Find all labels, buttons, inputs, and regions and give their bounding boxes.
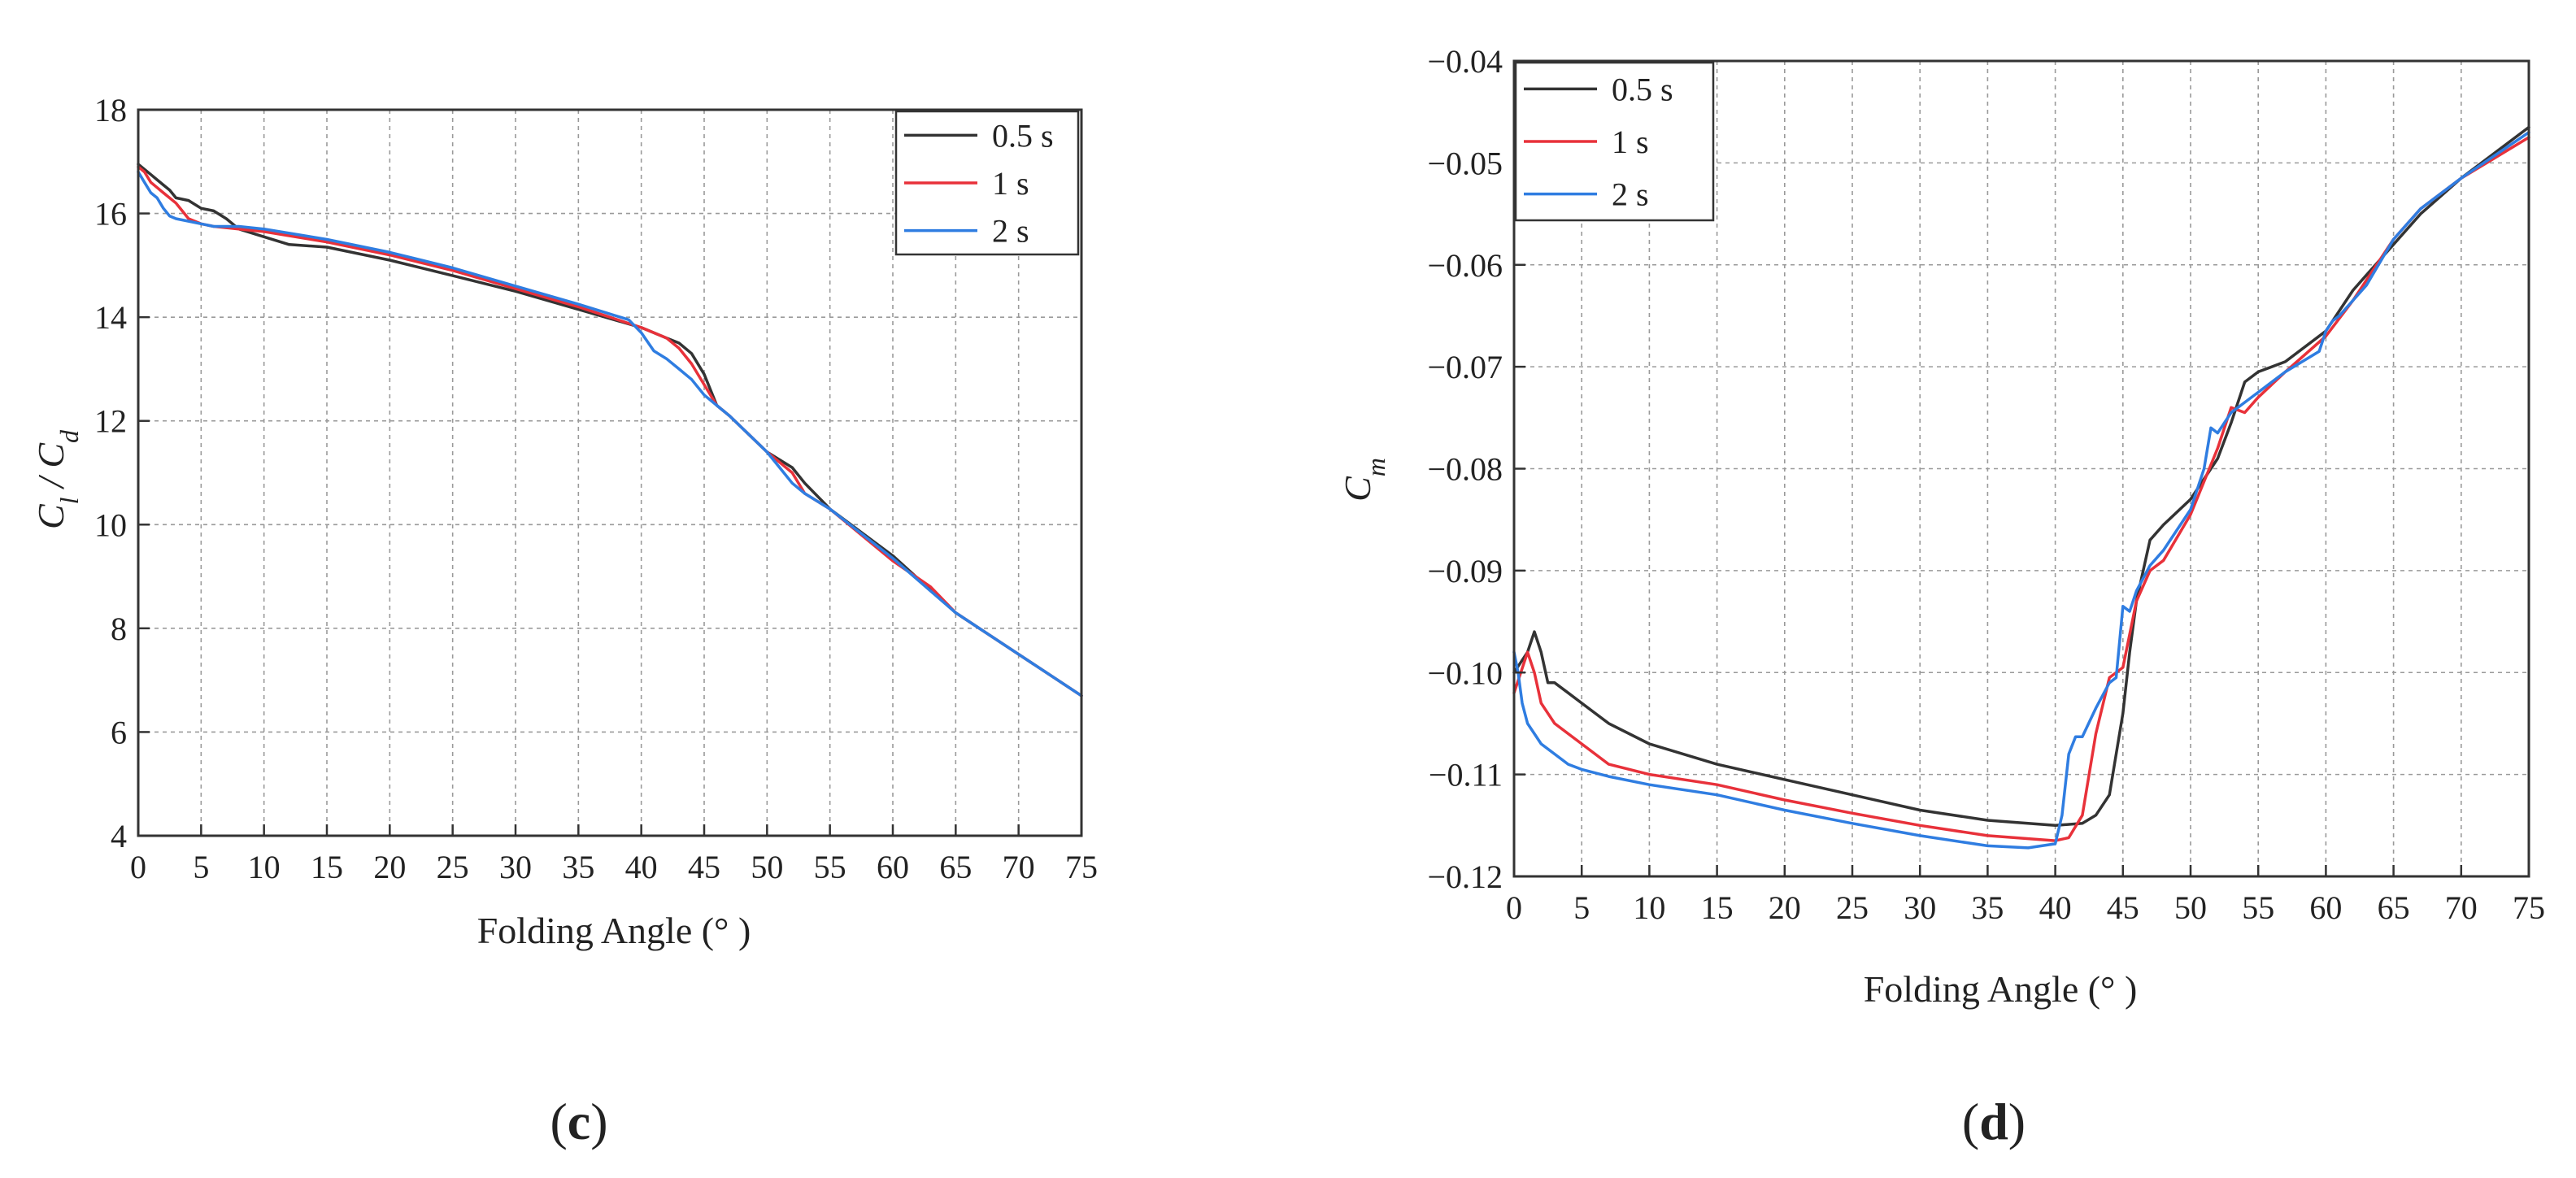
panel-d-x-tick-label: 0 xyxy=(1506,889,1522,926)
panel-c-series-line xyxy=(137,170,1083,698)
panel-c-x-tick-label: 45 xyxy=(688,849,720,885)
panel-d-series-line xyxy=(1512,136,2530,842)
panel-c-x-tick-label: 0 xyxy=(130,849,146,885)
panel-c-legend: 0.5 s 1 s 2 s xyxy=(894,110,1080,256)
panel-c-x-tick-label: 30 xyxy=(499,849,532,885)
panel-d-y-tick-label: −0.07 xyxy=(1427,349,1503,385)
panel-d-series xyxy=(1512,125,2530,850)
panel-d-x-tick-label: 35 xyxy=(1971,889,2004,926)
panel-d-label: (d) xyxy=(1962,1093,2026,1150)
panel-d-grid xyxy=(1514,61,2529,876)
panel-c-x-tick-label: 70 xyxy=(1003,849,1035,885)
panel-d-legend-label: 1 s xyxy=(1612,124,1649,160)
panel-d-legend: 0.5 s 1 s 2 s xyxy=(1514,61,1715,222)
panel-c-y-tick-label: 10 xyxy=(94,506,127,543)
panel-c-grid xyxy=(138,110,1081,836)
panel-c-y-axis-title: Cl / Cd xyxy=(30,429,84,529)
panel-c-legend-label: 2 s xyxy=(992,213,1029,250)
panel-d-x-tick-label: 40 xyxy=(2039,889,2072,926)
panel-d-legend-label: 2 s xyxy=(1612,176,1649,213)
panel-d-paren-close: ) xyxy=(2008,1093,2026,1150)
panel-d-paren-open: ( xyxy=(1962,1093,1979,1150)
panel-c-letter: c xyxy=(568,1093,590,1150)
panel-c-x-tick-label: 75 xyxy=(1065,849,1098,885)
panel-d-x-tick-label: 75 xyxy=(2513,889,2545,926)
panel-d-legend-label: 0.5 s xyxy=(1612,71,1673,107)
panel-c-ticks: 0 5 10 15 20 25 30 35 40 45 50 55 60 65 70 75 4 6 8 10 12 14 1… xyxy=(94,92,1098,885)
panel-c-x-tick-label: 15 xyxy=(311,849,343,885)
panel-d-x-tick-label: 50 xyxy=(2174,889,2207,926)
panel-c-y-title-sub2: d xyxy=(54,429,84,443)
panel-d-y-tick-label: −0.09 xyxy=(1427,553,1503,589)
panel-d-x-tick-label: 30 xyxy=(1904,889,1936,926)
panel-c-plot-frame xyxy=(137,108,1083,837)
panel-d-x-tick-label: 60 xyxy=(2309,889,2342,926)
panel-d-y-axis-title: Cm xyxy=(1337,458,1390,502)
panel-c-y-tick-label: 18 xyxy=(94,92,127,128)
panel-c-x-tick-label: 60 xyxy=(877,849,909,885)
panel-c-x-tick-label: 50 xyxy=(751,849,783,885)
panel-d-y-tick-label: −0.11 xyxy=(1429,757,1503,793)
panel-c-y-tick-label: 4 xyxy=(111,818,127,854)
panel-c-x-tick-label: 35 xyxy=(562,849,594,885)
panel-d-series-line xyxy=(1512,131,2530,850)
panel-c-y-title-sep: / C xyxy=(30,442,72,498)
panel-d-y-tick-label: −0.10 xyxy=(1427,654,1503,691)
panel-d-x-tick-label: 70 xyxy=(2445,889,2478,926)
panel-d-series-line xyxy=(1512,125,2530,828)
panel-d-x-tick-label: 25 xyxy=(1836,889,1869,926)
panel-c-y-tick-label: 12 xyxy=(94,403,127,440)
panel-d-x-tick-label: 10 xyxy=(1633,889,1665,926)
panel-c-x-tick-label: 25 xyxy=(437,849,469,885)
panel-c-legend-label: 1 s xyxy=(992,165,1029,202)
panel-c-series-line xyxy=(137,163,1083,698)
panel-d-ticks: 0 5 10 15 20 25 30 35 40 45 50 55 60 65 70 75 −0.12 −0.11… xyxy=(1427,43,2545,926)
panel-c-x-tick-label: 20 xyxy=(373,849,406,885)
panel-c-label: (c) xyxy=(550,1093,607,1150)
panel-c-paren-open: ( xyxy=(550,1093,567,1150)
panel-c-y-tick-label: 14 xyxy=(94,299,127,336)
panel-d-x-tick-label: 15 xyxy=(1701,889,1734,926)
panel-d-letter: d xyxy=(1979,1093,2008,1150)
panel-c-x-tick-label: 65 xyxy=(939,849,972,885)
chart-panel-d: 0 5 10 15 20 25 30 35 40 45 50 55 60 65 70 75 −0.12 −0.11… xyxy=(1337,43,2545,1150)
panel-d-x-axis-title: Folding Angle (° ) xyxy=(1864,968,2138,1010)
panel-c-y-tick-label: 8 xyxy=(111,611,127,647)
panel-c-x-tick-label: 40 xyxy=(625,849,658,885)
panel-d-y-tick-label: −0.08 xyxy=(1427,451,1503,488)
panel-c-paren-close: ) xyxy=(590,1093,607,1150)
panel-d-y-title-sub: m xyxy=(1361,458,1390,476)
panel-c-legend-label: 0.5 s xyxy=(992,117,1054,154)
panel-d-x-tick-label: 5 xyxy=(1573,889,1590,926)
panel-c-y-tick-label: 6 xyxy=(111,714,127,750)
panel-d-y-tick-label: −0.12 xyxy=(1427,859,1503,895)
panel-d-y-tick-label: −0.04 xyxy=(1427,43,1503,80)
chart-panel-c: 0 5 10 15 20 25 30 35 40 45 50 55 60 65 70 75 4 6 8 10 12 14 1… xyxy=(30,92,1098,1150)
panel-c-y-tick-label: 16 xyxy=(94,196,127,233)
panel-d-x-tick-label: 55 xyxy=(2242,889,2274,926)
panel-d-x-tick-label: 20 xyxy=(1769,889,1801,926)
panel-c-y-title-sub1: l xyxy=(54,497,84,504)
panel-d-x-tick-label: 45 xyxy=(2107,889,2139,926)
panel-c-x-axis-title: Folding Angle (° ) xyxy=(477,910,751,951)
panel-c-y-title-c: C xyxy=(30,503,72,529)
panel-d-y-tick-label: −0.06 xyxy=(1427,247,1503,284)
panel-d-y-title-c: C xyxy=(1337,476,1378,502)
panel-c-x-tick-label: 10 xyxy=(248,849,281,885)
panel-c-x-tick-label: 5 xyxy=(193,849,209,885)
panel-c-x-tick-label: 55 xyxy=(814,849,846,885)
panel-d-y-tick-label: −0.05 xyxy=(1427,145,1503,181)
panel-c-series xyxy=(137,163,1083,698)
panel-d-x-tick-label: 65 xyxy=(2378,889,2410,926)
